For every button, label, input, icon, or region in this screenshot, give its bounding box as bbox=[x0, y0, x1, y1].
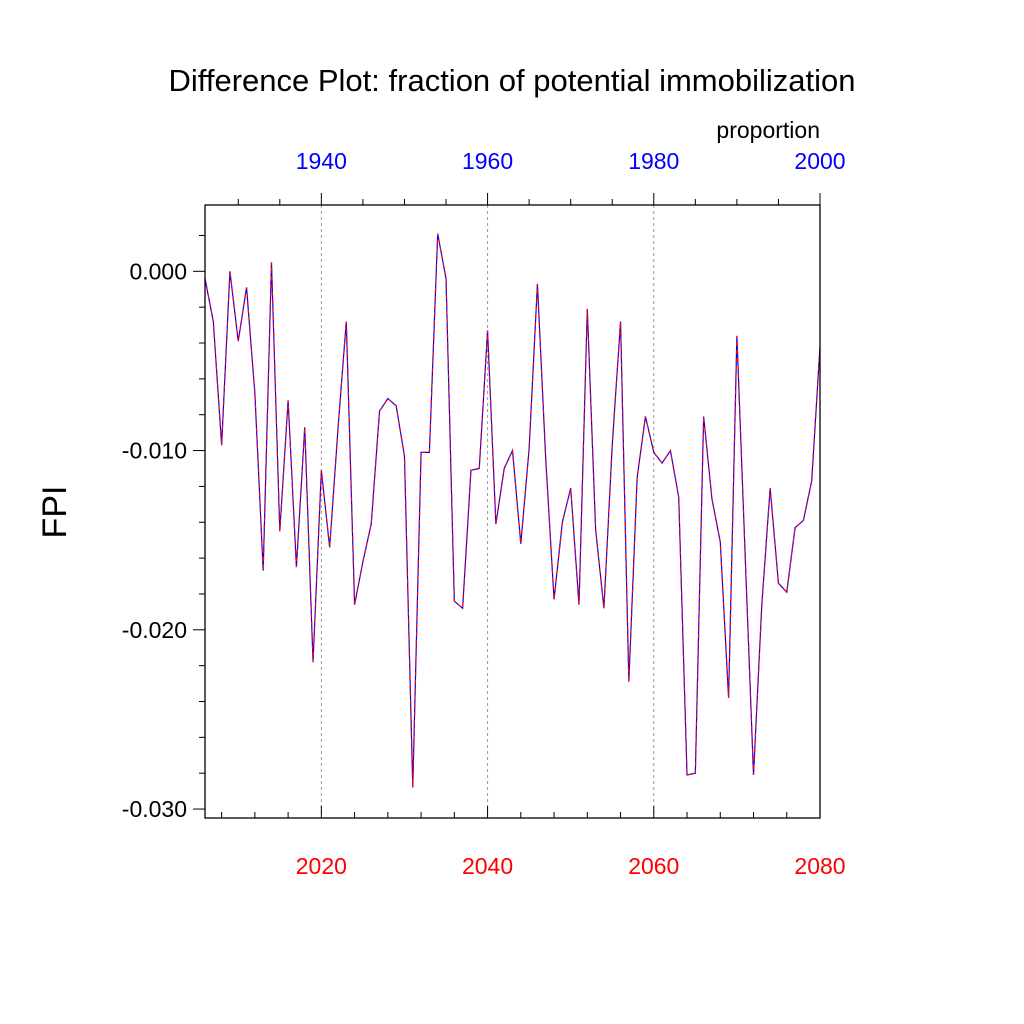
y-tick-label: -0.020 bbox=[122, 617, 187, 643]
series-lines bbox=[204, 233, 821, 788]
x-bottom-tick-label: 2040 bbox=[462, 853, 513, 879]
x-top-tick-label: 1940 bbox=[296, 148, 347, 174]
x-top-tick-label: 1960 bbox=[462, 148, 513, 174]
x-top-tick-label: 2000 bbox=[794, 148, 845, 174]
axis-tick-labels: 0.000 -0.010 -0.020 -0.030 2020 2040 2060 2080 1… bbox=[122, 148, 846, 879]
axis-ticks bbox=[193, 193, 821, 818]
units-label: proportion bbox=[716, 117, 820, 143]
y-tick-label: 0.000 bbox=[129, 258, 187, 284]
series-dash-overlay bbox=[204, 233, 821, 788]
y-axis-label: FPI bbox=[36, 486, 74, 539]
x-bottom-tick-label: 2060 bbox=[628, 853, 679, 879]
plot-frame bbox=[204, 204, 821, 819]
vertical-gridlines bbox=[320, 205, 655, 818]
x-top-tick-label: 1980 bbox=[628, 148, 679, 174]
y-tick-label: -0.030 bbox=[122, 796, 187, 822]
x-bottom-tick-label: 2080 bbox=[794, 853, 845, 879]
x-bottom-tick-label: 2020 bbox=[296, 853, 347, 879]
chart-title: Difference Plot: fraction of potential i… bbox=[169, 63, 856, 98]
series-line bbox=[204, 233, 821, 788]
y-tick-label: -0.010 bbox=[122, 438, 187, 464]
